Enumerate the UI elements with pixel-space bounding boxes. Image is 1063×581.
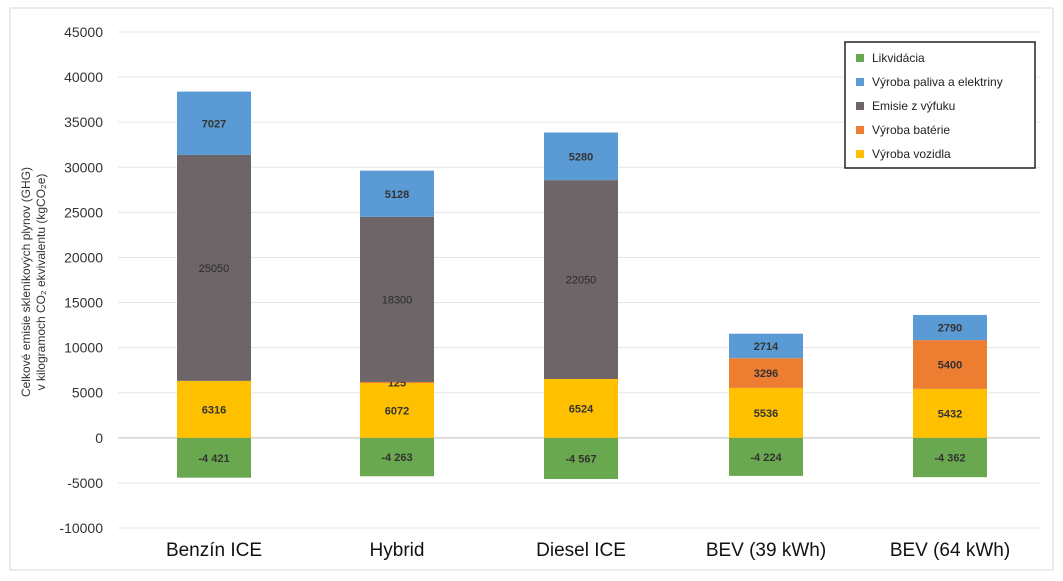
y-tick-label: -10000	[59, 520, 103, 536]
data-label: 6524	[569, 403, 594, 415]
legend-swatch	[856, 54, 864, 62]
data-label: 5280	[569, 151, 593, 163]
legend-swatch	[856, 78, 864, 86]
bar-segment	[544, 378, 618, 438]
bar-segment	[729, 333, 803, 359]
legend-entry: Emisie z výfuku	[872, 99, 955, 113]
data-label: 5432	[938, 408, 962, 420]
bar-segment	[360, 383, 434, 438]
x-category-label: Benzín ICE	[166, 540, 262, 561]
data-label: -4 421	[198, 453, 229, 465]
data-label: 22050	[566, 275, 597, 287]
bar-segment	[729, 387, 803, 438]
data-label: 6316	[202, 404, 226, 416]
data-label: -4 224	[750, 452, 782, 464]
data-label: 5128	[385, 189, 409, 201]
y-axis-ticks: -10000 -5000 0 5000 10000 15000 20000 25000 3000…	[59, 24, 103, 536]
y-tick-label: 45000	[64, 24, 103, 40]
y-tick-label: 5000	[72, 385, 103, 401]
bar-segment	[177, 380, 251, 438]
y-tick-label: 40000	[64, 69, 103, 85]
bar-segment	[177, 437, 251, 478]
bar-segment	[913, 437, 987, 478]
data-label: 5400	[938, 359, 962, 371]
data-label: 3296	[754, 368, 778, 380]
data-label: -4 362	[934, 452, 965, 464]
legend-entry: Výroba vozidla	[872, 147, 951, 161]
bar-segment	[544, 132, 618, 181]
bar-segment	[913, 388, 987, 438]
bar-segment	[360, 437, 434, 477]
y-tick-label: 30000	[64, 159, 103, 175]
data-label: 7027	[202, 118, 226, 130]
bar-segment	[544, 437, 618, 480]
legend-entry: Výroba batérie	[872, 123, 950, 137]
y-tick-label: 10000	[64, 340, 103, 356]
legend-swatch	[856, 102, 864, 110]
bar-segment	[913, 314, 987, 341]
data-label: -4 567	[565, 453, 596, 465]
bar-segment	[360, 216, 434, 382]
y-tick-label: 25000	[64, 204, 103, 220]
data-label: 18300	[382, 294, 413, 306]
data-label: 5536	[754, 408, 778, 420]
y-tick-label: 35000	[64, 114, 103, 130]
legend-box	[844, 41, 1036, 169]
y-tick-label: 20000	[64, 249, 103, 265]
legend-entry: Výroba paliva a elektriny	[872, 75, 1003, 89]
data-label: 25050	[199, 263, 230, 275]
y-tick-label: 0	[95, 430, 103, 446]
x-category-label: BEV (64 kWh)	[890, 540, 1010, 561]
bar-segment	[177, 91, 251, 155]
data-label: 6072	[385, 405, 409, 417]
x-category-label: BEV (39 kWh)	[706, 540, 826, 561]
bar-segment	[360, 381, 434, 384]
y-tick-label: 15000	[64, 295, 103, 311]
legend: Likvidácia Výroba paliva a elektriny Emisi…	[844, 41, 1036, 169]
legend-entry: Likvidácia	[872, 51, 925, 65]
x-category-label: Diesel ICE	[536, 540, 626, 561]
bar-segment	[729, 358, 803, 388]
category-labels: Benzín ICE Hybrid Diesel ICE BEV (39 kWh) BE…	[166, 540, 1010, 561]
bar-segment	[729, 437, 803, 476]
y-axis-label-line2: v kilogramoch CO₂ ekvivalentu (kgCO₂e)	[34, 174, 48, 391]
legend-swatch	[856, 126, 864, 134]
bar-segment	[913, 340, 987, 389]
x-category-label: Hybrid	[370, 540, 425, 561]
bar-segment	[360, 170, 434, 217]
data-label: -4 263	[381, 452, 412, 464]
legend-swatch	[856, 150, 864, 158]
y-axis-label-line1: Celkové emisie skleníkových plynov (GHG)	[19, 167, 33, 397]
bar-segment	[177, 154, 251, 381]
y-tick-label: -5000	[67, 475, 103, 491]
bar-segment	[544, 180, 618, 379]
data-label: 2790	[938, 323, 962, 335]
y-axis-label: Celkové emisie skleníkových plynov (GHG)…	[19, 167, 48, 397]
data-label: 2714	[754, 341, 779, 353]
